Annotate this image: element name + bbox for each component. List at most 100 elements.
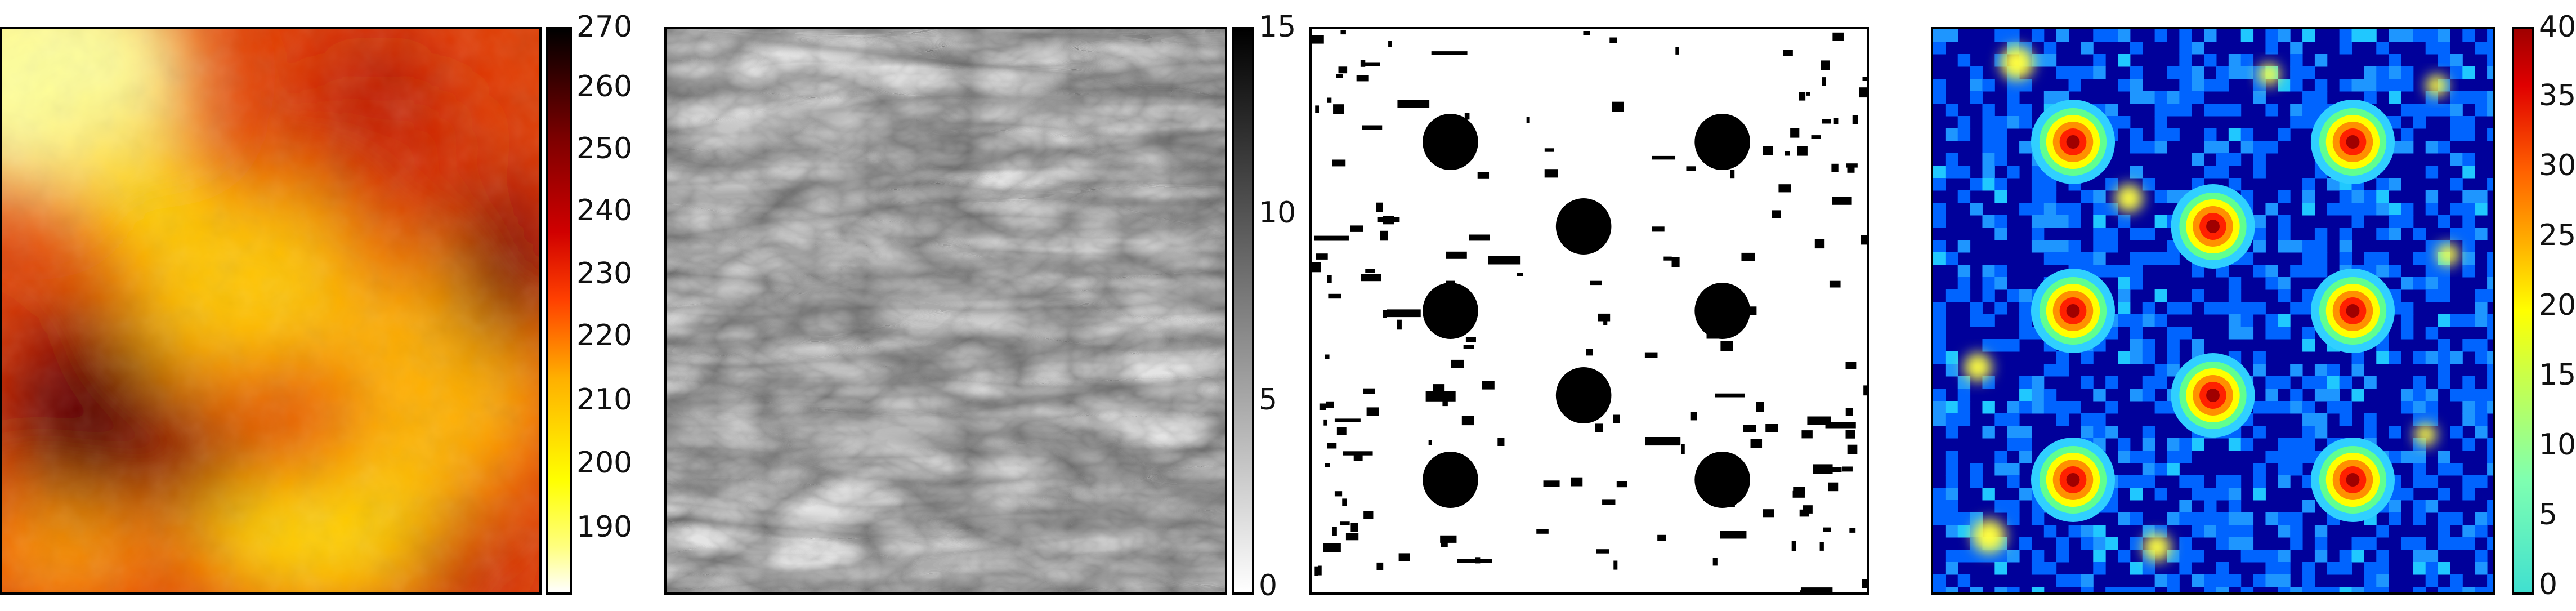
jet-cell — [2118, 587, 2131, 592]
jet-cell — [2019, 488, 2032, 501]
noise-speck — [1845, 430, 1855, 439]
jet-cell — [1933, 79, 1946, 92]
jet-cell — [1994, 550, 2007, 563]
jet-cell — [2142, 252, 2155, 265]
jet-cell — [2142, 426, 2155, 439]
noise-speck — [1536, 529, 1549, 534]
jet-cell — [1957, 512, 1971, 525]
jet-cell — [2475, 203, 2488, 216]
jet-cell — [2043, 401, 2057, 414]
jet-cell — [2314, 228, 2328, 240]
jet-cell — [2204, 54, 2217, 67]
jet-cell — [2240, 302, 2254, 315]
jet-cell — [2265, 376, 2278, 389]
jet-cell — [2278, 401, 2291, 414]
jet-cell — [2389, 351, 2401, 364]
jet-cell — [2376, 351, 2389, 364]
jet-cell — [2487, 277, 2493, 290]
jet-cell — [2339, 550, 2353, 563]
noise-speck — [1314, 566, 1318, 576]
noise-speck — [1750, 439, 1763, 448]
jet-cell — [2216, 166, 2229, 179]
jet-cell — [2425, 351, 2439, 364]
jet-cell — [2240, 537, 2254, 550]
jet-cell — [2265, 277, 2278, 290]
noise-speck — [1778, 184, 1791, 193]
jet-cell — [1994, 413, 2007, 426]
jet-cell — [1933, 302, 1946, 315]
jet-cell — [2043, 54, 2057, 67]
jet-cell — [2425, 289, 2439, 302]
jet-cell — [2290, 66, 2303, 79]
jet-cell — [1982, 314, 1995, 327]
noise-speck — [1652, 226, 1665, 232]
jet-cell — [2462, 537, 2475, 550]
noise-speck — [1783, 50, 1793, 56]
jet-cell — [2056, 240, 2069, 253]
jet-cell — [2228, 512, 2242, 525]
jet-cell — [1970, 512, 1983, 525]
jet-cell — [1945, 463, 1958, 476]
jet-cell — [2031, 376, 2045, 389]
jet-cell — [2118, 475, 2131, 488]
jet-cell — [2167, 339, 2180, 352]
noise-speck — [1720, 341, 1733, 351]
jet-cell — [2216, 512, 2229, 525]
jet-cell — [2043, 389, 2057, 402]
jet-cell — [2314, 252, 2328, 265]
jet-cell — [2056, 252, 2069, 265]
jet-cell — [2450, 203, 2463, 216]
jet-cell — [2339, 401, 2353, 414]
jet-cell — [1982, 141, 1995, 154]
hotspot-ring — [2206, 389, 2220, 402]
jet-cell — [2475, 91, 2488, 104]
jet-cell — [2290, 587, 2303, 592]
jet-cell — [2179, 562, 2192, 575]
jet-cell — [2314, 265, 2328, 278]
jet-cell — [2253, 91, 2266, 104]
jet-cell — [2142, 438, 2155, 451]
jet-cell — [2081, 376, 2094, 389]
jet-cell — [2081, 426, 2094, 439]
jet-cell — [2154, 364, 2167, 377]
disk-1 — [1423, 114, 1478, 170]
jet-cell — [2253, 401, 2266, 414]
jet-cell — [2364, 587, 2377, 592]
jet-cell — [2339, 228, 2353, 240]
jet-cell — [2142, 314, 2155, 327]
jet-cell — [2154, 252, 2167, 265]
jet-cell — [2265, 265, 2278, 278]
jet-cell — [2425, 240, 2439, 253]
noise-speck — [1461, 416, 1474, 426]
jet-cell — [2154, 91, 2167, 104]
jet-cell — [1945, 488, 1958, 501]
noise-speck — [1465, 337, 1476, 342]
jet-cell — [2400, 79, 2414, 92]
jet-cell — [1970, 79, 1983, 92]
jet-cell — [2216, 141, 2229, 154]
jet-cell — [2056, 401, 2069, 414]
noise-speck — [1825, 422, 1856, 429]
jet-cell — [2302, 376, 2315, 389]
hotspot-5 — [2310, 269, 2395, 353]
jet-cell — [2364, 203, 2377, 216]
jet-cell — [2376, 574, 2389, 587]
noise-speck — [1397, 100, 1430, 108]
hotspot-ring — [2066, 304, 2080, 318]
jet-cell — [2081, 574, 2094, 587]
jet-cell — [2450, 116, 2463, 129]
jet-cell — [2007, 116, 2020, 129]
jet-cell — [2413, 500, 2426, 513]
jet-cell — [2228, 438, 2242, 451]
colorbar-2-tick-2: 10 — [1259, 196, 1296, 230]
jet-blob — [2414, 423, 2437, 446]
jet-cell — [1957, 401, 1971, 414]
jet-cell — [2389, 66, 2401, 79]
jet-cell — [2253, 265, 2266, 278]
noise-speck — [1847, 167, 1855, 173]
noise-speck — [1645, 437, 1681, 446]
jet-cell — [2487, 128, 2493, 141]
jet-cell — [2364, 190, 2377, 203]
jet-cell — [2130, 66, 2143, 79]
jet-cell — [2302, 240, 2315, 253]
